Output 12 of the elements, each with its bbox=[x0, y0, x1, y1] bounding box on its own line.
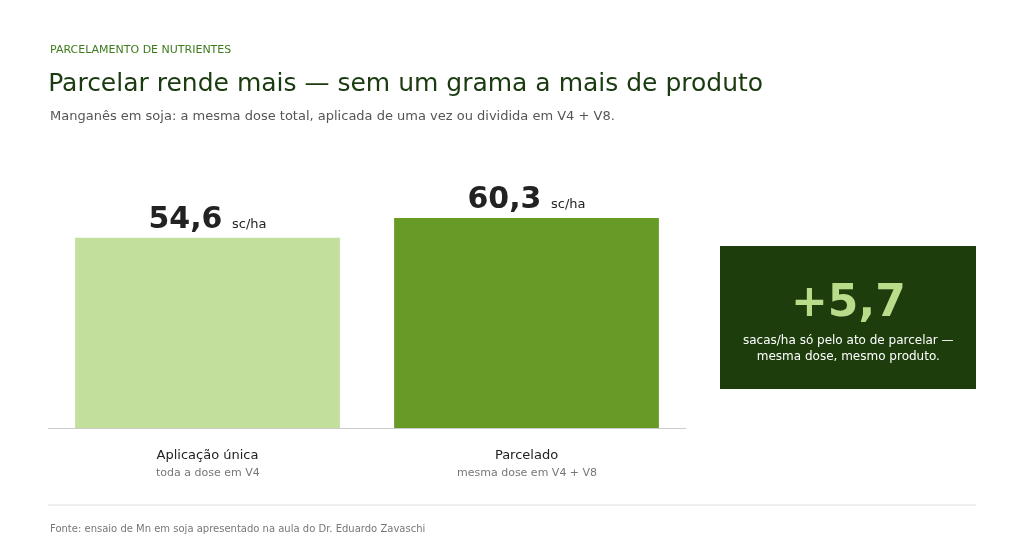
text: +5,7 bbox=[791, 275, 906, 326]
data-label: 54,6 sc/ha bbox=[148, 199, 267, 235]
text: toda a dose em V4 bbox=[156, 466, 260, 479]
source-note: Fonte: ensaio de Mn em soja apresentado na aula do Dr. Eduardo Zavaschi bbox=[50, 523, 426, 534]
x-tick-label: Parcelado bbox=[494, 446, 559, 462]
text: sacas/ha só pelo ato de parcelar — mesma dose, mesmo produto. bbox=[743, 333, 954, 363]
chart-title: Parcelar rende mais — sem um grama a mais de produto bbox=[48, 67, 764, 97]
x-tick-label: Aplicação única bbox=[156, 446, 259, 462]
text: PARCELAMENTO DE NUTRIENTES bbox=[50, 43, 232, 56]
text: mesma dose em V4 + V8 bbox=[457, 466, 598, 479]
chart-subtitle: Manganês em soja: a mesma dose total, aplicada de uma vez ou dividida em V4 + V8. bbox=[50, 108, 615, 123]
data-label: 60,3 sc/ha bbox=[467, 180, 586, 215]
